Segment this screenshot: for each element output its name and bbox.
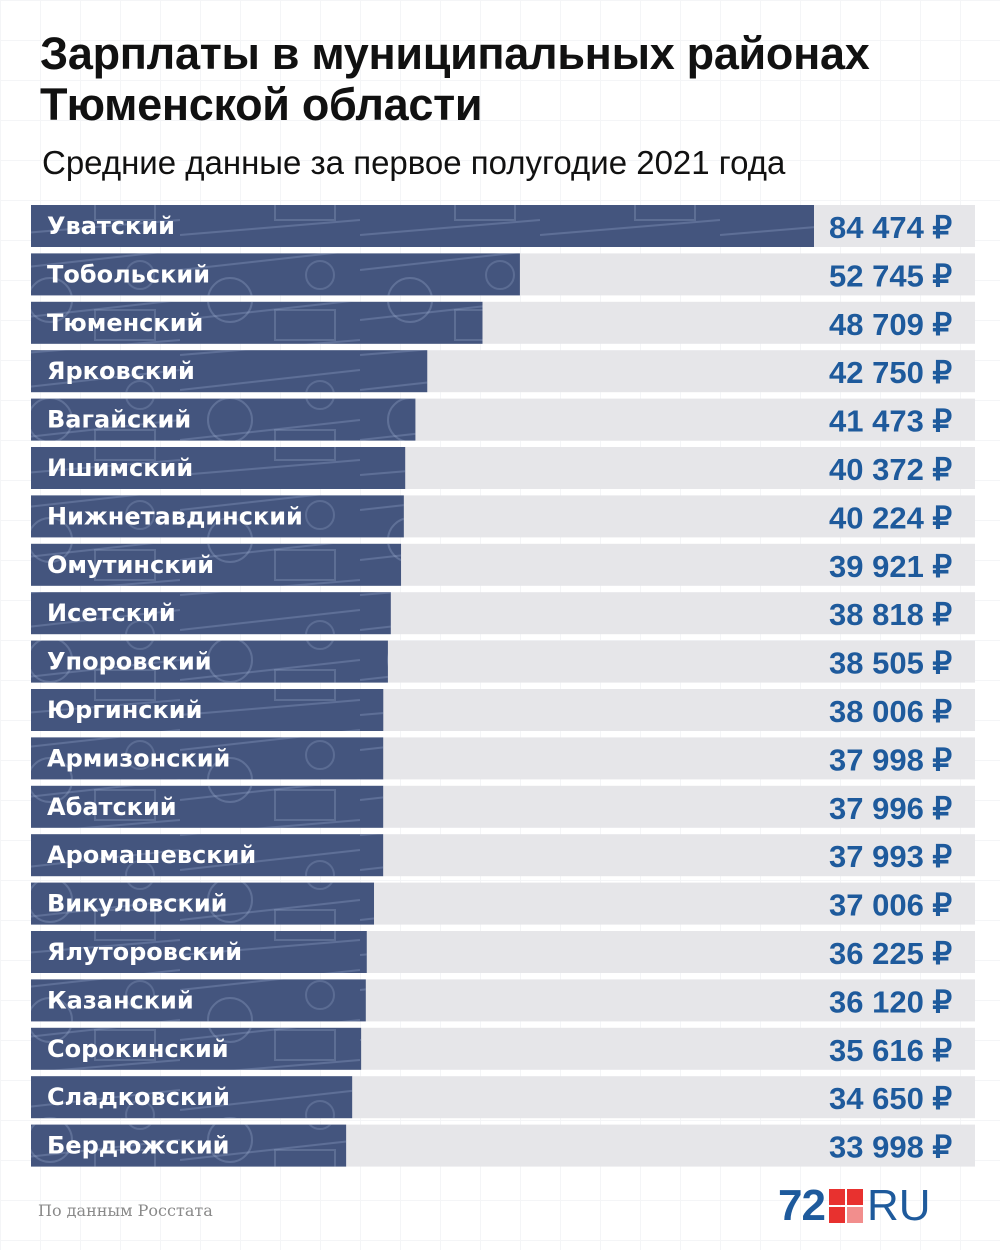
- category-label: Аромашевский: [47, 841, 256, 869]
- bar-row: Сладковский 34 650 ₽: [31, 1076, 975, 1119]
- bar-texture: [31, 834, 384, 877]
- value-label: 38 818 ₽: [829, 597, 952, 632]
- category-label: Исетский: [47, 599, 176, 627]
- bar-row: Юргинский 38 006 ₽: [31, 689, 975, 731]
- category-label: Викуловский: [47, 890, 227, 918]
- category-label: Омутинский: [47, 551, 214, 579]
- value-label: 40 372 ₽: [829, 452, 952, 487]
- bar-texture: [31, 447, 406, 489]
- bar-texture: [31, 205, 814, 247]
- 72ru-logo[interactable]: 72 RU: [778, 1181, 931, 1230]
- bar-row: Тюменский 48 709 ₽: [31, 301, 975, 344]
- value-label: 36 120 ₽: [829, 984, 952, 1019]
- category-label: Тюменский: [47, 309, 203, 337]
- bar-row: Сорокинский 35 616 ₽: [31, 1027, 975, 1070]
- category-label: Армизонский: [47, 744, 230, 772]
- source-note: По данным Росстата: [38, 1201, 213, 1220]
- bar-texture: [31, 931, 367, 973]
- bar-row: Вагайский 41 473 ₽: [31, 398, 975, 441]
- bar-texture: [31, 592, 391, 635]
- bar-row: Ишимский 40 372 ₽: [31, 447, 975, 489]
- category-label: Упоровский: [47, 648, 212, 676]
- bar-texture: [31, 350, 428, 393]
- value-label: 40 224 ₽: [829, 500, 952, 535]
- bar-row: Казанский 36 120 ₽: [31, 979, 975, 1022]
- bar-texture: [31, 785, 384, 828]
- logo-number: 72: [778, 1181, 826, 1230]
- bar-row: Уватский 84 474 ₽: [31, 205, 975, 247]
- category-label: Бердюжский: [47, 1132, 230, 1160]
- bar-row: Ялуторовский 36 225 ₽: [31, 931, 975, 973]
- value-label: 38 006 ₽: [829, 694, 952, 729]
- bar-texture: [31, 1027, 362, 1070]
- bar-texture: [31, 979, 366, 1022]
- value-label: 37 006 ₽: [829, 888, 952, 923]
- bar-texture: [31, 640, 388, 683]
- bar-texture: [31, 882, 375, 925]
- value-label: 52 745 ₽: [829, 258, 952, 293]
- category-label: Тобольский: [47, 260, 210, 288]
- value-label: 37 993 ₽: [829, 839, 952, 874]
- value-label: 37 998 ₽: [829, 742, 952, 777]
- category-label: Сорокинский: [47, 1035, 229, 1063]
- bar-row: Нижнетавдинский 40 224 ₽: [31, 495, 975, 538]
- bar-texture: [31, 495, 404, 538]
- logo-suffix: RU: [866, 1181, 931, 1230]
- value-label: 38 505 ₽: [829, 646, 952, 681]
- category-label: Абатский: [47, 793, 177, 821]
- value-label: 48 709 ₽: [829, 307, 952, 342]
- bar-texture: [31, 1124, 347, 1167]
- bar-texture: [31, 301, 483, 344]
- bar-row: Бердюжский 33 998 ₽: [31, 1124, 975, 1167]
- value-label: 34 650 ₽: [829, 1081, 952, 1116]
- bar-row: Армизонский 37 998 ₽: [31, 737, 975, 780]
- value-label: 35 616 ₽: [829, 1033, 952, 1068]
- bar-texture: [31, 398, 416, 441]
- bar-texture: [31, 689, 384, 731]
- bar-row: Аромашевский 37 993 ₽: [31, 834, 975, 877]
- logo-mark-icon: [828, 1189, 863, 1223]
- bar-row: Ярковский 42 750 ₽: [31, 350, 975, 393]
- category-label: Ярковский: [47, 357, 195, 385]
- bar-texture: [31, 253, 520, 296]
- chart-title: Зарплаты в муниципальных районах Тюменск…: [40, 28, 870, 130]
- value-label: 39 921 ₽: [829, 549, 952, 584]
- value-label: 84 474 ₽: [829, 210, 952, 245]
- category-label: Сладковский: [47, 1083, 230, 1111]
- category-label: Казанский: [47, 986, 194, 1014]
- value-label: 33 998 ₽: [829, 1130, 952, 1165]
- value-label: 42 750 ₽: [829, 355, 952, 390]
- category-label: Нижнетавдинский: [47, 502, 303, 530]
- bar-row: Омутинский 39 921 ₽: [31, 543, 975, 586]
- category-label: Уватский: [47, 212, 175, 240]
- bar-texture: [31, 1076, 353, 1119]
- category-label: Ишимский: [47, 454, 193, 482]
- category-label: Вагайский: [47, 406, 191, 434]
- category-label: Ялуторовский: [47, 938, 242, 966]
- bar-row: Тобольский 52 745 ₽: [31, 253, 975, 296]
- bar-row: Абатский 37 996 ₽: [31, 785, 975, 828]
- category-label: Юргинский: [47, 696, 202, 724]
- bar-row: Исетский 38 818 ₽: [31, 592, 975, 635]
- value-label: 41 473 ₽: [829, 404, 952, 439]
- bar-texture: [31, 543, 402, 586]
- value-label: 37 996 ₽: [829, 791, 952, 826]
- bar-texture: [31, 737, 384, 780]
- chart-subtitle: Средние данные за первое полугодие 2021 …: [42, 144, 786, 181]
- value-label: 36 225 ₽: [829, 936, 952, 971]
- bar-row: Викуловский 37 006 ₽: [31, 882, 975, 925]
- bar-row: Упоровский 38 505 ₽: [31, 640, 975, 683]
